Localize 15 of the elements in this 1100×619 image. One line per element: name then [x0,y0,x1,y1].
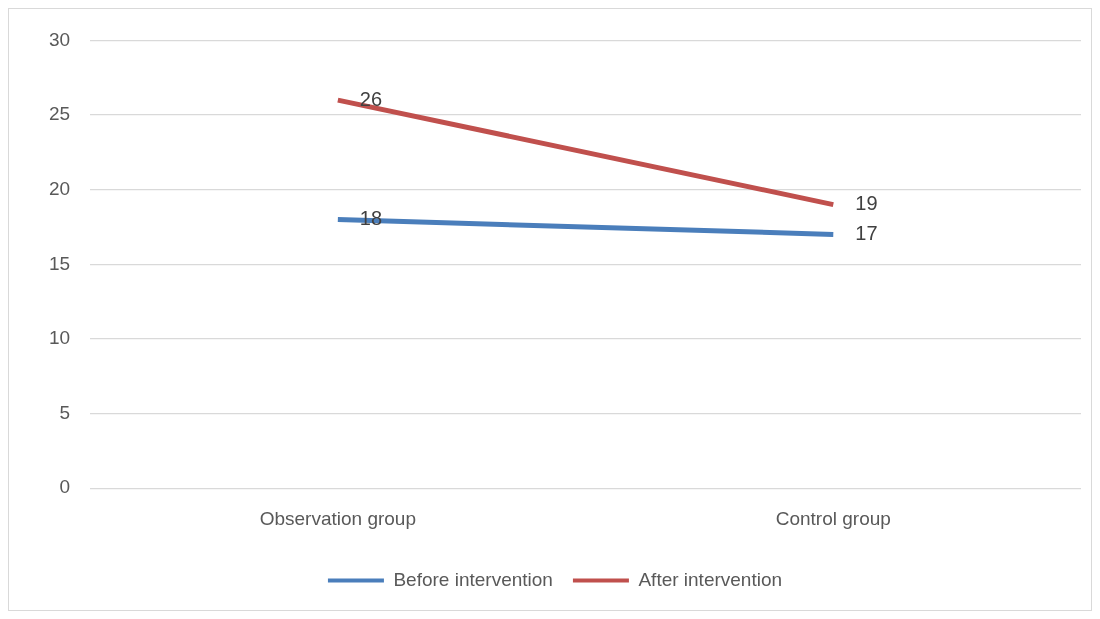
data-label: 18 [359,207,383,230]
x-tick-label: Observation group [259,507,417,529]
y-tick-label: 5 [59,401,71,423]
y-tick-label: 15 [48,252,71,274]
y-tick-label: 0 [59,476,71,498]
y-tick-label: 25 [48,103,71,125]
data-label: 17 [855,221,878,244]
data-label: 26 [359,87,383,110]
y-tick-label: 30 [48,28,71,50]
data-label: 19 [855,192,878,215]
y-tick-label: 10 [48,327,71,349]
x-tick-label: Control group [775,507,891,529]
y-tick-label: 20 [48,177,71,199]
legend-label: After intervention [638,568,783,590]
legend-label: Before intervention [393,568,553,590]
